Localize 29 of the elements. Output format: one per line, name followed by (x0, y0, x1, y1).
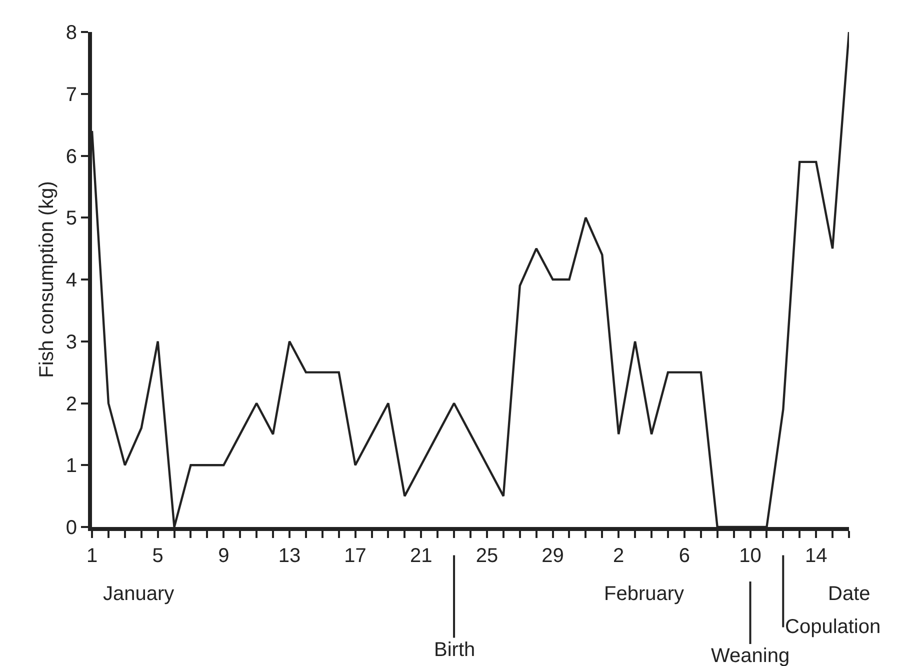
x-tick-label: 10 (739, 545, 762, 567)
x-tick-label: 1 (86, 545, 98, 567)
y-axis-title: Fish consumption (kg) (36, 181, 58, 378)
y-tick-label: 7 (66, 84, 77, 106)
y-tick-label: 6 (66, 146, 77, 168)
x-tick-label: 2 (613, 545, 624, 567)
y-tick-label: 5 (66, 208, 77, 230)
y-tick-label: 8 (66, 22, 77, 44)
y-tick-label: 4 (66, 270, 77, 292)
x-tick-label: 21 (410, 545, 432, 567)
x-axis-title: Date (828, 583, 870, 605)
text: Copulation (785, 616, 881, 638)
x-tick-label: 17 (344, 545, 366, 567)
y-tick-label: 0 (66, 517, 77, 539)
text: January (103, 583, 174, 605)
x-tick-label: 5 (152, 545, 164, 567)
x-tick-label: 9 (218, 545, 230, 567)
y-tick-label: 2 (66, 393, 77, 416)
text: February (604, 583, 684, 605)
x-tick-label: 25 (476, 545, 498, 567)
x-tick-label: 13 (278, 545, 301, 567)
x-tick-label: 6 (678, 545, 690, 567)
x-tick-label: 29 (542, 545, 564, 567)
y-tick-label: 3 (66, 331, 77, 354)
y-tick-label: 1 (66, 455, 77, 478)
line-series (92, 32, 849, 527)
x-tick-label: 14 (804, 545, 828, 567)
annotation: Birth (434, 639, 476, 661)
annotation: Weaning (711, 645, 790, 666)
